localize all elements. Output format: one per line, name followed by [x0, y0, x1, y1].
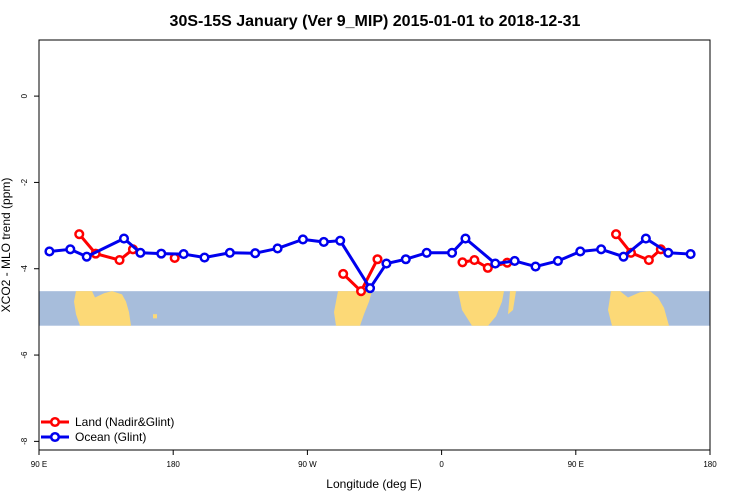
data-point [446, 247, 458, 258]
data-point [618, 251, 629, 262]
x-tick-label: 180 [703, 460, 717, 469]
data-point [318, 236, 329, 248]
data-point [135, 247, 146, 258]
y-axis: 0 -2 -4 -6 -8 [20, 40, 40, 450]
land-australia-west [74, 291, 131, 326]
data-point [272, 243, 283, 254]
series-line [78, 233, 134, 262]
data-point [338, 268, 349, 279]
legend-land-marker [49, 416, 61, 428]
y-tick-label: -2 [20, 178, 29, 186]
data-point [457, 257, 468, 268]
y-tick-label: -8 [20, 437, 29, 445]
x-tick-label: 90 E [31, 460, 47, 469]
data-point [297, 234, 308, 245]
land-masses [74, 291, 669, 326]
legend-ocean-label: Ocean (Glint) [75, 430, 146, 444]
data-point [509, 255, 520, 267]
x-tick-label: 0 [439, 460, 444, 469]
data-point [199, 252, 210, 263]
plot-frame [38, 39, 711, 451]
x-tick-label: 90 W [298, 460, 317, 469]
x-tick-label: 180 [167, 460, 181, 469]
data-point [469, 255, 480, 266]
data-point [575, 246, 586, 257]
series-1 [44, 233, 696, 294]
y-tick-label: 0 [20, 93, 29, 98]
data-point [156, 248, 167, 259]
data-point [400, 254, 411, 265]
legend: Land (Nadir&Glint) Ocean (Glint) [41, 415, 174, 444]
data-point [114, 255, 125, 266]
land-tasmania [153, 314, 157, 319]
x-tick-label: 90 E [568, 460, 584, 469]
x-axis-label: Longitude (deg E) [326, 477, 421, 491]
data-point [552, 255, 563, 267]
data-point [643, 255, 654, 266]
data-point [335, 235, 346, 246]
data-point [372, 254, 383, 265]
data-point [250, 248, 261, 259]
map-strip [39, 291, 710, 326]
series-layer [44, 229, 696, 297]
land-southern-africa [458, 291, 504, 326]
data-point [118, 233, 130, 244]
data-point [460, 233, 471, 244]
y-tick-label: -4 [20, 265, 29, 273]
data-point [65, 244, 76, 255]
data-point [685, 249, 696, 260]
data-point [44, 246, 55, 257]
data-point [364, 283, 376, 294]
data-point [640, 233, 651, 244]
data-point [356, 286, 367, 297]
legend-ocean-marker [49, 431, 61, 443]
series-0 [74, 229, 666, 297]
legend-land-label: Land (Nadir&Glint) [75, 415, 174, 429]
land-australia-east [608, 291, 669, 326]
land-south-america [334, 291, 372, 326]
data-point [663, 247, 674, 258]
series-line [614, 233, 662, 262]
data-point [381, 258, 392, 269]
series-line [49, 237, 691, 290]
land-madagascar [508, 291, 516, 315]
x-axis: 90 E 180 90 W 0 90 E 180 [31, 449, 717, 469]
y-axis-label: XCO2 - MLO trend (ppm) [0, 178, 13, 313]
y-tick-label: -6 [20, 351, 29, 359]
data-point [596, 244, 607, 255]
data-point [611, 229, 622, 240]
data-point [530, 261, 541, 272]
data-point [421, 247, 432, 258]
data-point [490, 258, 501, 269]
data-point [178, 249, 189, 260]
data-point [81, 251, 92, 262]
data-point [74, 229, 85, 240]
ocean-band [39, 291, 710, 326]
chart-title: 30S-15S January (Ver 9_MIP) 2015-01-01 t… [170, 13, 581, 30]
data-point [224, 247, 235, 258]
data-point [482, 262, 493, 273]
